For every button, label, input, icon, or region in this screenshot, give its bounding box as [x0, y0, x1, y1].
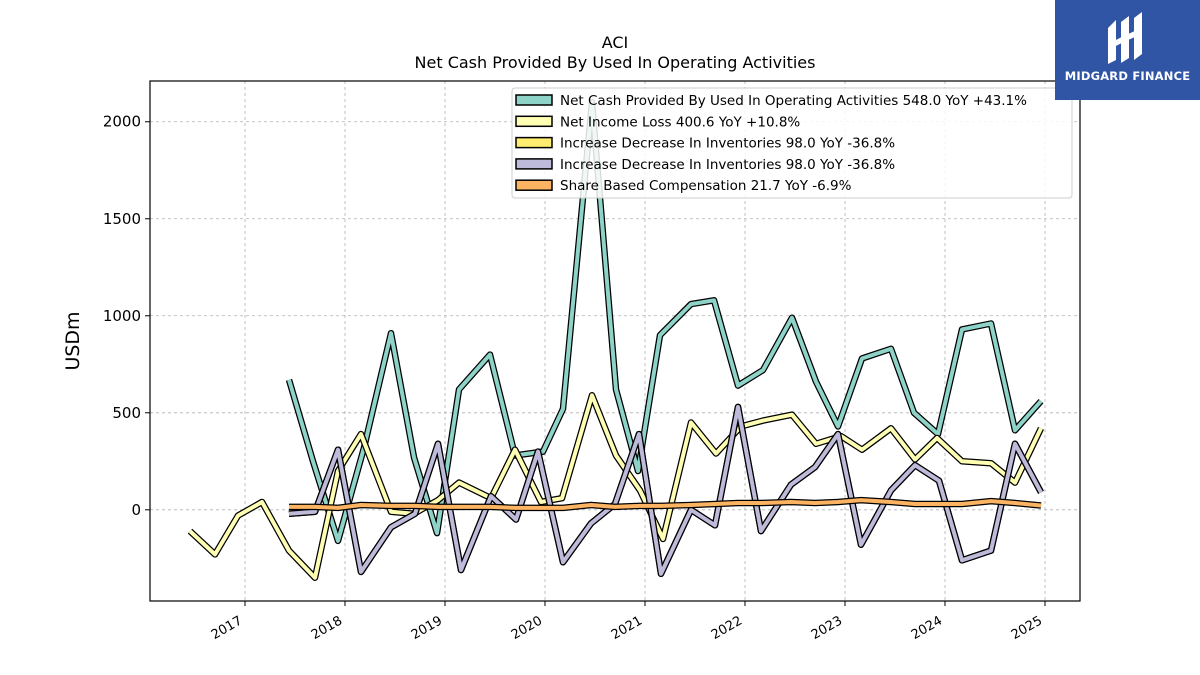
legend-swatch — [515, 158, 553, 170]
midgard-logo-icon — [1108, 12, 1142, 64]
series-stroke — [288, 405, 1043, 576]
series-layer — [187, 99, 1044, 581]
x-tick-label: 2024 — [909, 613, 945, 643]
series-line-3 — [288, 403, 1044, 578]
legend-entry: Net Cash Provided By Used In Operating A… — [560, 93, 1027, 109]
y-axis-label: USDm — [62, 311, 84, 370]
series-outline — [288, 403, 1044, 578]
y-tick-label: 500 — [112, 404, 141, 422]
x-tick-label: 2025 — [1009, 613, 1045, 643]
x-tick-label: 2022 — [709, 613, 745, 643]
legend-swatch — [515, 179, 553, 191]
legend-entry: Increase Decrease In Inventories 98.0 Yo… — [560, 157, 895, 173]
x-tick-label: 2021 — [609, 613, 645, 643]
y-tick-label: 2000 — [103, 113, 141, 131]
legend-entry: Share Based Compensation 21.7 YoY -6.9% — [560, 178, 852, 194]
x-tick-label: 2019 — [409, 613, 445, 643]
x-tick-label: 2023 — [809, 613, 845, 643]
legend-swatch — [515, 115, 553, 128]
brand-name: MIDGARD FINANCE — [1064, 69, 1191, 83]
series-line-0 — [285, 99, 1044, 545]
legend-entry: Increase Decrease In Inventories 98.0 Yo… — [560, 136, 895, 152]
legend-swatch — [515, 94, 553, 106]
series-outline — [288, 403, 1044, 578]
series-stroke — [287, 100, 1043, 543]
plot-frame — [149, 80, 1081, 602]
y-tick-label: 1500 — [103, 210, 141, 228]
y-tick-label: 1000 — [103, 307, 141, 325]
legend-entry: Net Income Loss 400.6 YoY +10.8% — [560, 114, 800, 130]
x-tick-label: 2018 — [309, 613, 345, 643]
legend-swatch — [515, 136, 553, 149]
series-stroke — [289, 498, 1042, 510]
series-line-4 — [289, 496, 1042, 512]
series-stroke — [288, 405, 1043, 576]
legend-box — [511, 87, 1073, 199]
legend: Net Cash Provided By Used In Operating A… — [511, 87, 1073, 199]
brand-logo: MIDGARD FINANCE — [1055, 0, 1200, 100]
chart-subtitle: Net Cash Provided By Used In Operating A… — [415, 53, 816, 72]
y-tick-label: 0 — [131, 501, 141, 519]
chart-title: ACI — [602, 33, 629, 52]
series-line-2 — [288, 403, 1044, 578]
x-tick-label: 2017 — [209, 613, 245, 643]
x-tick-label: 2020 — [509, 613, 545, 643]
